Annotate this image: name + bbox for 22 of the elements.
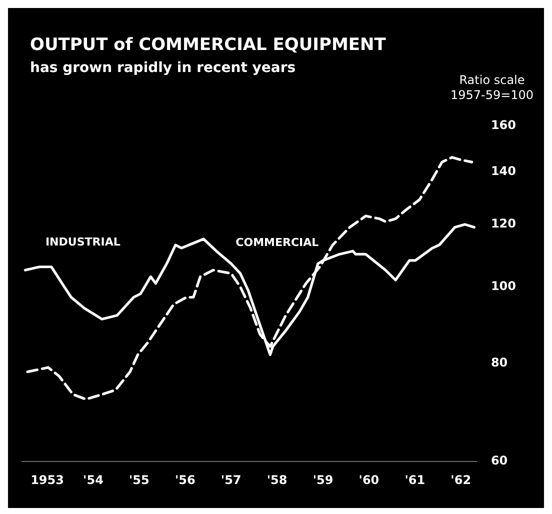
x-tick-label: '58 [266,472,288,487]
series-label: INDUSTRIAL [45,236,120,249]
y-tick-label: 80 [490,355,508,370]
x-tick-label: '59 [312,472,334,487]
x-tick-label: '55 [128,472,150,487]
y-tick-label: 60 [490,454,508,468]
y-tick-label: 100 [490,278,516,293]
y-axis-title: Ratio scale 1957-59=100 [450,73,534,102]
series-label: COMMERCIAL [236,236,319,249]
x-tick-label: '54 [83,472,104,487]
x-tick-label: '56 [174,472,196,487]
x-tick-label: '61 [404,472,426,487]
chart-subtitle: has grown rapidly in recent years [30,60,296,76]
chart-title: OUTPUT of COMMERCIAL EQUIPMENT [30,35,386,55]
x-tick-label: '62 [450,472,472,487]
y-tick-label: 120 [490,216,516,231]
y-tick-label: 140 [490,164,516,178]
x-tick-label: 1953 [30,472,64,487]
x-tick-label: '60 [358,472,380,487]
line-series [26,156,474,401]
x-tick-label: '57 [220,472,242,487]
y-tick-label: 160 [490,118,516,132]
